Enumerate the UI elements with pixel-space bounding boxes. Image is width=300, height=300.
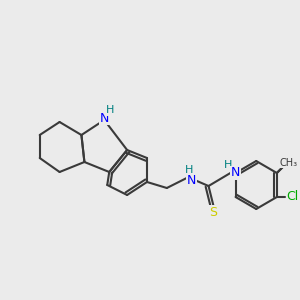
Text: N: N [187,173,196,187]
Text: H: H [106,105,114,115]
Text: CH₃: CH₃ [280,158,298,168]
Text: H: H [184,165,193,175]
Text: S: S [209,206,217,218]
Text: H: H [224,160,232,170]
Text: Cl: Cl [286,190,299,203]
Text: N: N [231,167,240,179]
Text: N: N [100,112,109,124]
